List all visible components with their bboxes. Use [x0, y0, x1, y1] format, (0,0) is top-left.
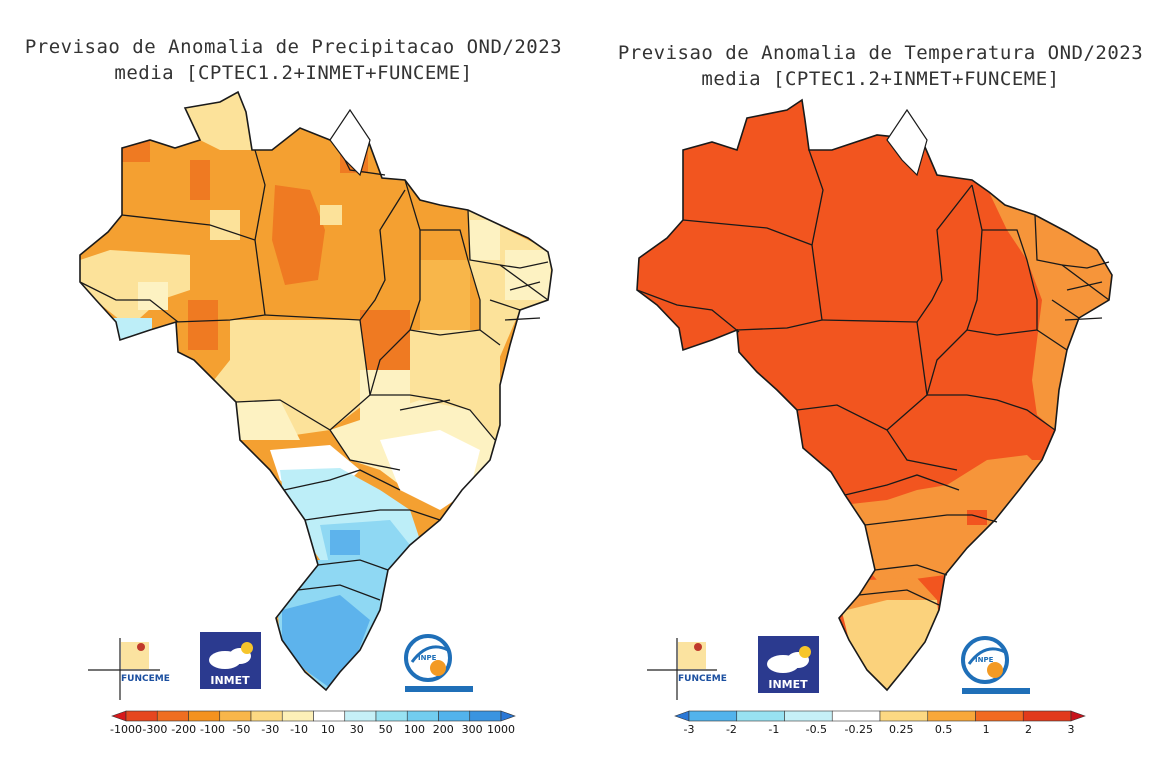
- precipitation-title-line1: Previsao de Anomalia de Precipitacao OND…: [24, 36, 563, 58]
- colorbar-label: 1000: [487, 723, 515, 736]
- colorbar-box: [736, 710, 785, 722]
- colorbar-arrow-left: [111, 710, 127, 722]
- precipitation-map: FUNCEME INMET INPE -1000 -300 -200 -100 -50-…: [79, 91, 553, 736]
- colorbar-label: -100: [200, 723, 225, 736]
- colorbar-arrow-left: [674, 710, 690, 722]
- colorbar-label: 0.5: [935, 723, 953, 736]
- cell-pale: [505, 250, 550, 300]
- colorbar-label: 100: [404, 723, 425, 736]
- colorbar-box: [250, 710, 283, 722]
- colorbar-label: -0.5: [806, 723, 827, 736]
- temperature-panel: Previsao de Anomalia de Temperatura OND/…: [587, 0, 1174, 774]
- colorbar-box: [188, 710, 221, 722]
- colorbar-label: -3: [684, 723, 695, 736]
- region-minas-white: [380, 430, 480, 510]
- region-amazonas-dark: [272, 185, 325, 285]
- cell-light: [320, 205, 342, 225]
- cell-mid: [420, 260, 470, 340]
- temperature-title-line1: Previsao de Anomalia de Temperatura OND/…: [617, 42, 1144, 64]
- cell-dark: [190, 160, 210, 200]
- colorbar-box: [281, 710, 314, 722]
- cell-dark: [188, 300, 218, 350]
- precipitation-title-line2: media [CPTEC1.2+INMET+FUNCEME]: [114, 62, 473, 84]
- guiana-shape: [329, 108, 371, 177]
- region-northeast-mid: [989, 192, 1112, 430]
- temperature-colorbar: -3 -2 -1 -0.5 -0.25 0.25 0.5 1 2 3: [674, 710, 1086, 736]
- colorbar-label: 3: [1068, 723, 1075, 736]
- inpe-logo-text: INPE: [975, 656, 994, 664]
- temperature-anomaly-regions: [839, 192, 1112, 690]
- inpe-logo: INPE: [961, 636, 1030, 694]
- inpe-logo: INPE: [404, 634, 473, 692]
- cell-light: [210, 210, 240, 240]
- cell-dark: [360, 310, 410, 370]
- region-roraima-light: [180, 92, 255, 150]
- colorbar-label: -10: [290, 723, 308, 736]
- colorbar-box: [975, 710, 1024, 722]
- cell-blue-dark: [330, 530, 360, 555]
- colorbar-arrow-right: [1070, 710, 1086, 722]
- funceme-logo: FUNCEME: [647, 638, 727, 700]
- colorbar-box: [688, 710, 738, 722]
- colorbar-box: [125, 710, 158, 722]
- colorbar-label: 10: [321, 723, 335, 736]
- cell-pale: [470, 220, 500, 260]
- colorbar-box: [438, 710, 471, 722]
- colorbar-box: [219, 710, 252, 722]
- colorbar-arrow-right: [500, 710, 516, 722]
- colorbar-box: [784, 710, 833, 722]
- colorbar-box: [879, 710, 929, 722]
- colorbar-box: [831, 710, 881, 722]
- colorbar-box: [344, 710, 377, 722]
- cell-dark: [120, 140, 150, 162]
- inmet-logo: INMET: [200, 632, 261, 689]
- region-light-south: [236, 400, 300, 440]
- region-sc-mid: [847, 578, 937, 610]
- precipitation-title: Previsao de Anomalia de Precipitacao OND…: [0, 34, 587, 86]
- region-acre-light: [80, 250, 190, 320]
- colorbar-box: [1022, 710, 1072, 722]
- inmet-logo: INMET: [758, 636, 819, 693]
- inmet-logo-text: INMET: [210, 674, 250, 687]
- temperature-title: Previsao de Anomalia de Temperatura OND/…: [587, 40, 1174, 92]
- precipitation-panel: Previsao de Anomalia de Precipitacao OND…: [0, 34, 587, 736]
- funceme-logo-text: FUNCEME: [678, 674, 727, 684]
- temperature-title-line2: media [CPTEC1.2+INMET+FUNCEME]: [701, 68, 1060, 90]
- colorbar-label: 2: [1025, 723, 1032, 736]
- colorbar-box: [469, 710, 502, 722]
- precipitation-colorbar: -1000 -300 -200 -100 -50 -30 -10 10 30 50 100 200 30…: [110, 710, 516, 736]
- colorbar-label: 200: [433, 723, 454, 736]
- cell-pale: [138, 282, 168, 310]
- funceme-logo-text: FUNCEME: [121, 674, 170, 684]
- guiana-shape: [886, 108, 928, 177]
- colorbar-label: -200: [171, 723, 196, 736]
- temperature-map: FUNCEME INMET INPE -3 -2 -1 -0.5 -0.25 0.25 0.…: [636, 99, 1113, 736]
- cell-main: [967, 510, 987, 525]
- colorbar-label: -30: [261, 723, 279, 736]
- funceme-logo: FUNCEME: [88, 638, 170, 700]
- colorbar-label: 30: [350, 723, 364, 736]
- state-borders: [636, 149, 1110, 606]
- colorbar-label: -0.25: [845, 723, 873, 736]
- colorbar-label: 0.25: [889, 723, 914, 736]
- inmet-logo-text: INMET: [768, 678, 808, 691]
- colorbar-label: 50: [379, 723, 393, 736]
- colorbar-label: 1: [983, 723, 990, 736]
- colorbar-label: 300: [462, 723, 483, 736]
- colorbar-box: [406, 710, 439, 722]
- colorbar-box: [156, 710, 189, 722]
- colorbar-label: -2: [726, 723, 737, 736]
- colorbar-box: [927, 710, 976, 722]
- colorbar-label: -1: [768, 723, 779, 736]
- colorbar-box: [313, 710, 346, 722]
- colorbar-label: -1000: [110, 723, 142, 736]
- region-southeast-mid: [842, 455, 1042, 580]
- colorbar-box: [375, 710, 408, 722]
- inpe-logo-text: INPE: [418, 654, 437, 662]
- colorbar-label: -300: [142, 723, 167, 736]
- colorbar-label: -50: [232, 723, 250, 736]
- state-borders: [79, 149, 549, 601]
